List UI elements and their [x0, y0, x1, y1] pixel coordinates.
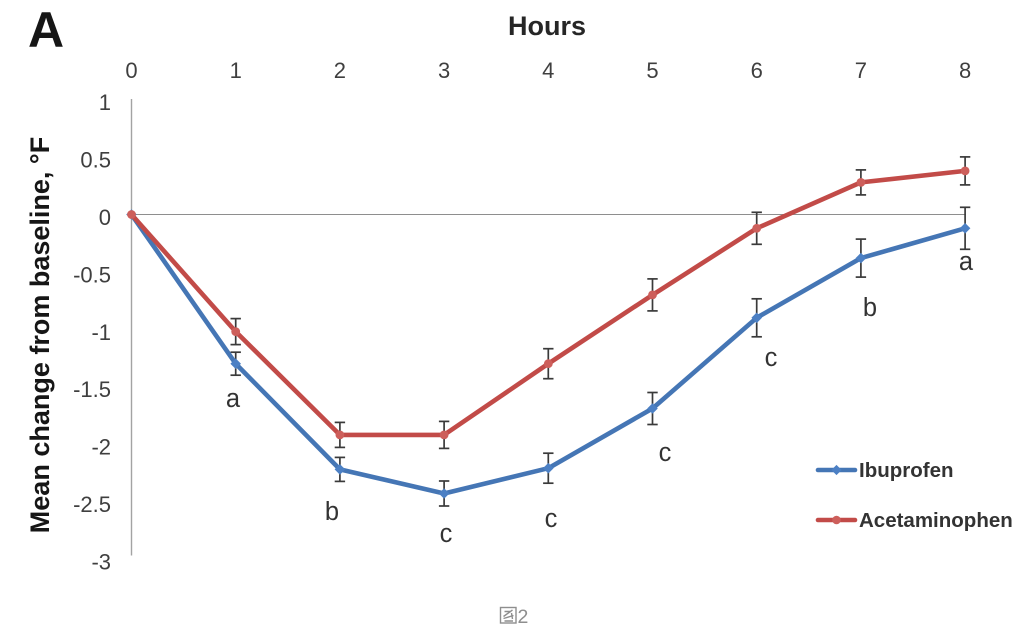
svg-text:-3: -3 — [91, 549, 111, 574]
svg-text:0: 0 — [125, 58, 137, 83]
svg-text:-1.5: -1.5 — [73, 377, 111, 402]
svg-text:a: a — [959, 248, 974, 276]
svg-text:3: 3 — [438, 58, 450, 83]
svg-text:2: 2 — [518, 606, 529, 626]
svg-text:6: 6 — [751, 58, 763, 83]
svg-text:b: b — [863, 294, 877, 322]
svg-text:4: 4 — [542, 58, 554, 83]
svg-text:0: 0 — [99, 205, 111, 230]
svg-text:Mean change from baseline, °F: Mean change from baseline, °F — [25, 137, 55, 533]
svg-text:-2.5: -2.5 — [73, 492, 111, 517]
svg-text:1: 1 — [99, 90, 111, 115]
svg-text:b: b — [325, 498, 339, 526]
svg-text:c: c — [765, 344, 778, 372]
svg-text:c: c — [545, 505, 558, 533]
svg-text:8: 8 — [959, 58, 971, 83]
svg-text:-2: -2 — [91, 435, 111, 460]
svg-text:0.5: 0.5 — [80, 148, 111, 173]
svg-text:Ibuprofen: Ibuprofen — [859, 459, 954, 482]
svg-text:Hours: Hours — [508, 11, 586, 41]
svg-text:a: a — [226, 385, 241, 413]
svg-text:A: A — [28, 2, 64, 58]
svg-text:5: 5 — [646, 58, 658, 83]
svg-text:1: 1 — [230, 58, 242, 83]
svg-text:-1: -1 — [91, 320, 111, 345]
svg-text:7: 7 — [855, 58, 867, 83]
svg-text:Acetaminophen: Acetaminophen — [859, 509, 1013, 532]
svg-text:c: c — [659, 439, 672, 467]
svg-text:-0.5: -0.5 — [73, 262, 111, 287]
svg-text:c: c — [440, 520, 453, 548]
svg-text:2: 2 — [334, 58, 346, 83]
